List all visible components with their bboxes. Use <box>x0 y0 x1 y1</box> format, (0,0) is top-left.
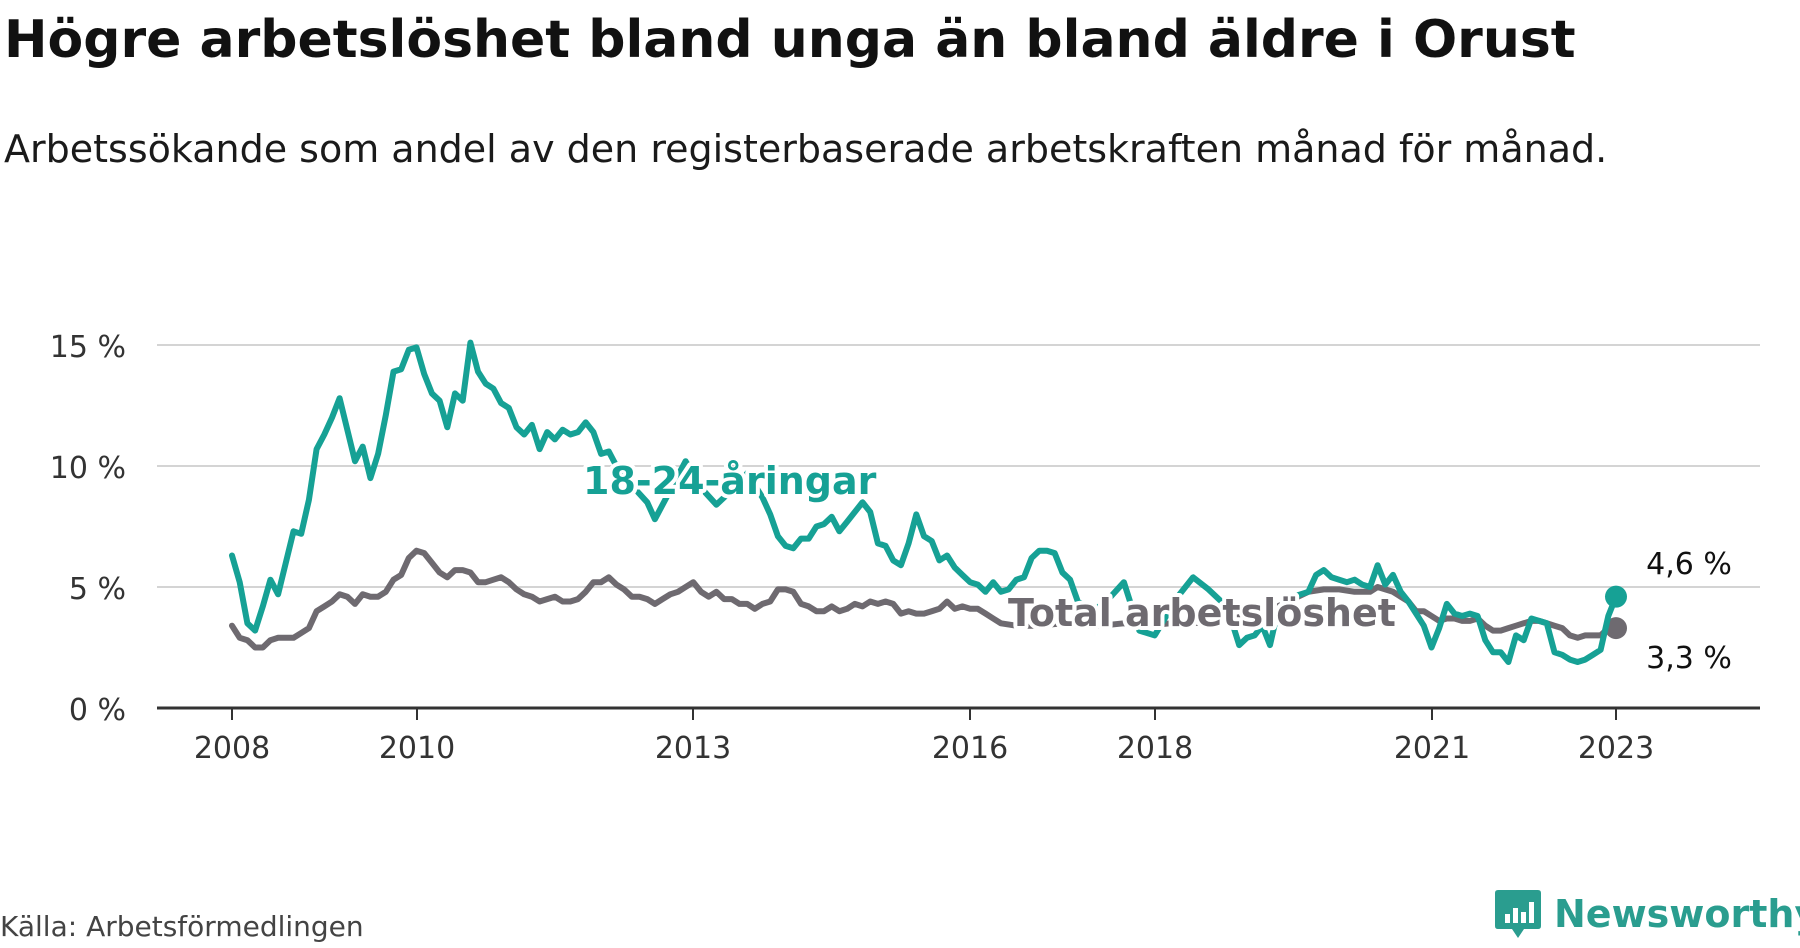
newsworthy-logo-text: Newsworthy <box>1554 892 1800 936</box>
total-series-label-halo: Total arbetslöshet <box>1008 591 1396 635</box>
y-tick-label: 5 % <box>69 572 126 607</box>
newsworthy-logo-icon <box>1495 890 1541 938</box>
newsworthy-logo[interactable]: Newsworthy <box>1494 888 1800 940</box>
youth-series-label: 18-24-åringar <box>583 459 877 503</box>
x-tick-label: 2010 <box>379 731 455 766</box>
x-tick-label: 2013 <box>655 731 731 766</box>
x-axis: 2008 2010 2013 2016 2018 2021 2023 <box>157 706 1760 766</box>
total-series-line <box>229 547 1619 651</box>
y-tick-label: 15 % <box>50 330 126 365</box>
total-end-value-label: 3,3 % <box>1646 641 1732 676</box>
total-end-point <box>1605 617 1627 640</box>
x-tick-label: 2018 <box>1117 731 1193 766</box>
x-tick-label: 2023 <box>1578 731 1654 766</box>
youth-end-point <box>1605 585 1627 608</box>
y-tick-label: 10 % <box>50 451 126 486</box>
youth-series-label-halo: 18-24-åringar <box>583 459 877 503</box>
series-lines <box>229 339 1627 665</box>
youth-end-value-label-halo: 4,6 % <box>1646 547 1732 582</box>
x-tick-label: 2016 <box>932 731 1008 766</box>
chart-subtitle: Arbetssökande som andel av den registerb… <box>4 127 1608 171</box>
youth-series-line <box>229 339 1619 665</box>
total-series-label: Total arbetslöshet <box>1008 591 1396 635</box>
total-end-value-label-halo: 3,3 % <box>1646 641 1732 676</box>
y-tick-label: 0 % <box>69 693 126 728</box>
chart-title: Högre arbetslöshet bland unga än bland ä… <box>4 10 1576 70</box>
source-note: Källa: Arbetsförmedlingen <box>0 910 364 943</box>
youth-end-value-label: 4,6 % <box>1646 547 1732 582</box>
x-tick-label: 2021 <box>1394 731 1470 766</box>
gridlines <box>157 344 1760 588</box>
y-axis-ticks: 0 % 5 % 10 % 15 % <box>50 330 126 728</box>
x-tick-label: 2008 <box>194 731 270 766</box>
